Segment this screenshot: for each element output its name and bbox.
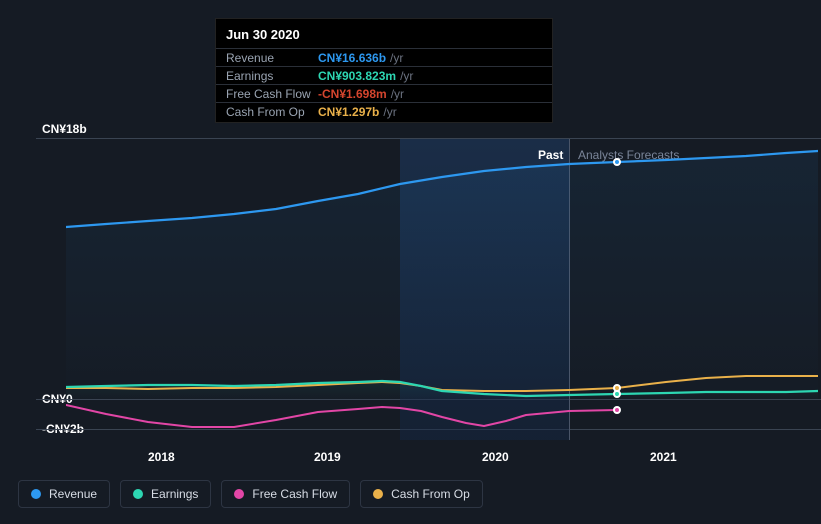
legend-swatch: [234, 489, 244, 499]
legend-item-cfo[interactable]: Cash From Op: [360, 480, 483, 508]
tooltip-row-label: Cash From Op: [226, 105, 318, 119]
chart-tooltip: Jun 30 2020 RevenueCN¥16.636b/yrEarnings…: [215, 18, 553, 123]
tooltip-row-free-cash-flow: Free Cash Flow-CN¥1.698m/yr: [216, 84, 552, 102]
legend-swatch: [373, 489, 383, 499]
tooltip-row-value: CN¥16.636b: [318, 51, 386, 65]
x-tick-2018: 2018: [148, 450, 175, 464]
tooltip-row-unit: /yr: [390, 51, 403, 65]
marker-revenue: [613, 158, 621, 166]
legend-label: Cash From Op: [391, 487, 470, 501]
tooltip-row-label: Free Cash Flow: [226, 87, 318, 101]
tooltip-row-value: CN¥903.823m: [318, 69, 396, 83]
tooltip-row-label: Revenue: [226, 51, 318, 65]
legend-label: Earnings: [151, 487, 198, 501]
x-tick-2020: 2020: [482, 450, 509, 464]
chart-legend: Revenue Earnings Free Cash Flow Cash From O…: [18, 480, 483, 508]
tooltip-row-cash-from-op: Cash From OpCN¥1.297b/yr: [216, 102, 552, 120]
tooltip-row-unit: /yr: [383, 105, 396, 119]
y-tick-18b: CN¥18b: [42, 122, 87, 136]
legend-item-fcf[interactable]: Free Cash Flow: [221, 480, 350, 508]
legend-label: Free Cash Flow: [252, 487, 337, 501]
chart-lines: [66, 139, 818, 440]
tooltip-row-earnings: EarningsCN¥903.823m/yr: [216, 66, 552, 84]
marker-fcf: [613, 406, 621, 414]
legend-swatch: [31, 489, 41, 499]
tooltip-row-revenue: RevenueCN¥16.636b/yr: [216, 48, 552, 66]
tooltip-row-value: -CN¥1.698m: [318, 87, 387, 101]
legend-item-earnings[interactable]: Earnings: [120, 480, 211, 508]
tooltip-row-label: Earnings: [226, 69, 318, 83]
legend-swatch: [133, 489, 143, 499]
tooltip-row-unit: /yr: [391, 87, 404, 101]
tooltip-date: Jun 30 2020: [216, 25, 552, 48]
legend-label: Revenue: [49, 487, 97, 501]
tooltip-row-unit: /yr: [400, 69, 413, 83]
x-tick-2021: 2021: [650, 450, 677, 464]
marker-earnings: [613, 390, 621, 398]
legend-item-revenue[interactable]: Revenue: [18, 480, 110, 508]
x-tick-2019: 2019: [314, 450, 341, 464]
tooltip-row-value: CN¥1.297b: [318, 105, 379, 119]
